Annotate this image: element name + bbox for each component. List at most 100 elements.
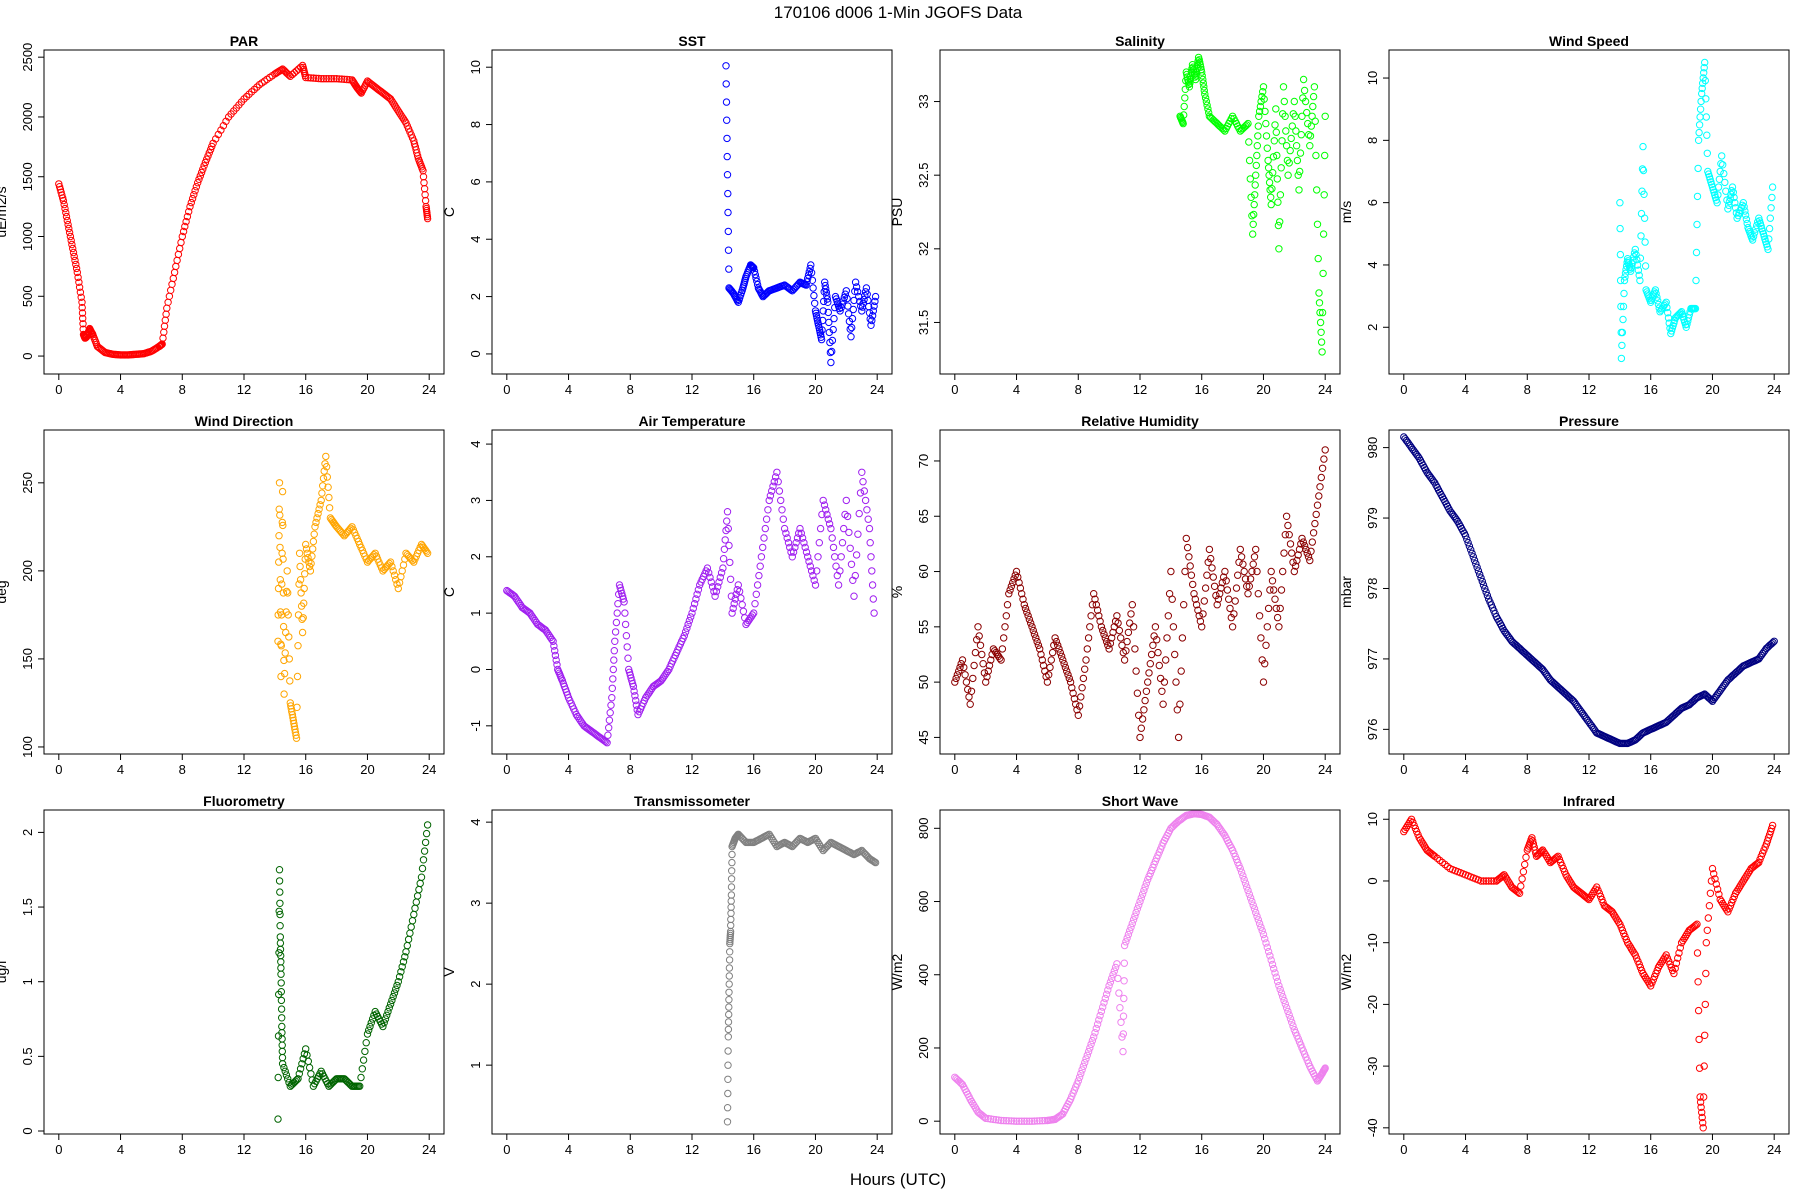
data-point [70,252,78,261]
data-point [842,496,850,505]
data-point [170,268,179,277]
data-point [1201,90,1209,98]
data-point [1154,648,1162,657]
data-point [1231,597,1239,605]
data-point [1023,608,1031,616]
data-point [681,628,690,636]
data-point [726,929,735,938]
data-point [315,505,323,513]
data-point [1418,838,1426,846]
data-point [338,75,346,83]
data-point [1540,848,1548,856]
data-point [738,834,746,843]
data-point [1250,553,1259,561]
data-point [1129,916,1138,924]
data-point [1216,122,1224,130]
data-point [1093,606,1102,614]
data-point [1212,591,1220,600]
data-point [724,227,732,236]
data-point [253,83,261,91]
data-point [1030,630,1039,638]
y-tick-label: 32 [916,242,931,256]
data-point [1679,936,1687,945]
data-point [765,496,773,505]
data-point [769,836,777,845]
data-point [530,615,538,623]
data-point [1120,656,1129,664]
data-point [987,1115,995,1123]
data-point [1200,86,1209,95]
data-point [1073,1080,1081,1088]
data-point [1288,549,1296,557]
data-point [1037,650,1045,659]
data-point [1255,112,1263,121]
data-point [1199,79,1208,87]
data-point [1700,69,1708,77]
data-point [284,70,292,78]
data-point [1626,265,1634,273]
data-point [1586,893,1595,902]
data-point [1716,167,1724,176]
data-point [280,1063,288,1072]
data-point [1768,193,1776,202]
y-axis-label: PSU [889,198,905,227]
data-point [1252,161,1261,170]
data-point [1566,877,1574,885]
x-tick-label: 20 [1705,1142,1719,1157]
data-point [71,256,79,265]
data-point [1096,617,1104,625]
data-point [788,553,796,561]
data-point [621,609,629,617]
data-point [1617,354,1626,363]
data-point [1180,601,1188,609]
data-point [1287,134,1295,143]
data-point [319,482,327,490]
data-point [1621,269,1630,277]
data-point [1613,916,1622,924]
data-point [1694,164,1702,173]
data-point [398,113,406,121]
data-point [1245,138,1253,146]
data-point [1664,309,1672,317]
data-point [163,304,171,312]
data-point [726,558,734,567]
data-point [308,552,316,560]
data-point [1567,879,1575,887]
x-tick-label: 8 [627,382,634,397]
data-point [415,885,423,894]
data-point [956,663,964,672]
data-point [727,891,736,899]
data-point [994,652,1003,660]
data-point [200,162,208,170]
data-point [1676,944,1685,952]
data-point [1730,193,1738,202]
data-point [1616,276,1625,285]
data-point [1060,660,1068,668]
data-point [418,165,426,173]
data-point [973,636,981,644]
data-point [752,274,760,282]
data-point [1312,510,1320,519]
data-point [1169,822,1178,830]
data-point [413,892,422,900]
data-point [1740,875,1749,883]
data-point [1119,1012,1128,1020]
data-point [1470,556,1479,564]
data-point [62,212,71,221]
data-point [413,149,421,157]
data-point [1106,639,1115,648]
data-point [1317,338,1326,346]
data-point [357,1073,365,1082]
data-point [980,669,989,677]
data-point [690,600,699,608]
x-tick-label: 0 [503,1142,510,1157]
data-point [851,287,859,295]
data-point [344,1078,352,1087]
data-point [355,86,363,94]
data-point [417,873,426,881]
data-point [275,866,284,874]
data-point [1620,289,1628,298]
data-point [325,504,334,512]
data-point [1120,941,1129,950]
data-point [1264,947,1273,956]
